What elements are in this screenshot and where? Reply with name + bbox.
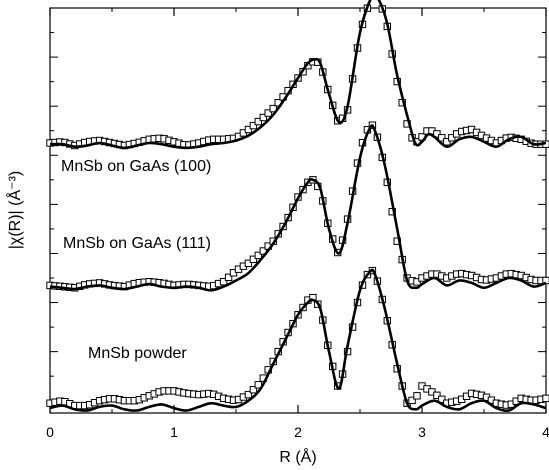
data-point <box>438 134 446 142</box>
series-0 <box>46 0 549 150</box>
data-point <box>254 381 263 389</box>
series-2 <box>46 266 549 413</box>
data-point <box>443 138 451 146</box>
data-point <box>413 278 421 286</box>
data-point <box>224 273 233 282</box>
series-label-gaas-100: MnSb on GaAs (100) <box>61 158 211 175</box>
data-point <box>219 278 228 286</box>
data-point <box>254 117 263 126</box>
data-point <box>542 394 549 403</box>
axis-ticks: 0 1 2 3 4 <box>46 8 549 440</box>
data-point <box>259 113 268 122</box>
x-axis-label: R (Å) <box>279 447 316 466</box>
series-labels: MnSb on GaAs (100) MnSb on GaAs (111) Mn… <box>61 158 211 362</box>
series-layer <box>46 0 549 413</box>
y-axis-label: |χ(R)| (Å⁻³) <box>5 171 24 249</box>
data-point <box>438 395 446 404</box>
series-1 <box>46 121 549 292</box>
data-point <box>433 391 441 400</box>
data-point <box>254 251 263 260</box>
data-point <box>244 259 253 268</box>
fit-line <box>49 268 547 413</box>
data-point <box>433 130 441 138</box>
x-tick-label: 1 <box>170 424 178 440</box>
fit-line <box>49 124 547 292</box>
x-tick-label: 2 <box>294 424 302 440</box>
fit-line <box>49 0 547 150</box>
x-tick-label: 0 <box>46 424 54 440</box>
data-point <box>408 396 416 405</box>
series-label-gaas-111: MnSb on GaAs (111) <box>63 235 211 252</box>
data-point <box>249 121 258 130</box>
data-point <box>448 134 456 142</box>
data-point <box>244 390 253 399</box>
data-point <box>244 125 253 134</box>
x-tick-label: 3 <box>418 424 426 440</box>
data-point <box>249 386 258 394</box>
series-label-powder: MnSb powder <box>88 345 187 362</box>
data-point <box>413 392 421 400</box>
x-tick-label: 4 <box>542 424 549 440</box>
data-point <box>249 255 258 264</box>
data-point <box>264 109 272 117</box>
